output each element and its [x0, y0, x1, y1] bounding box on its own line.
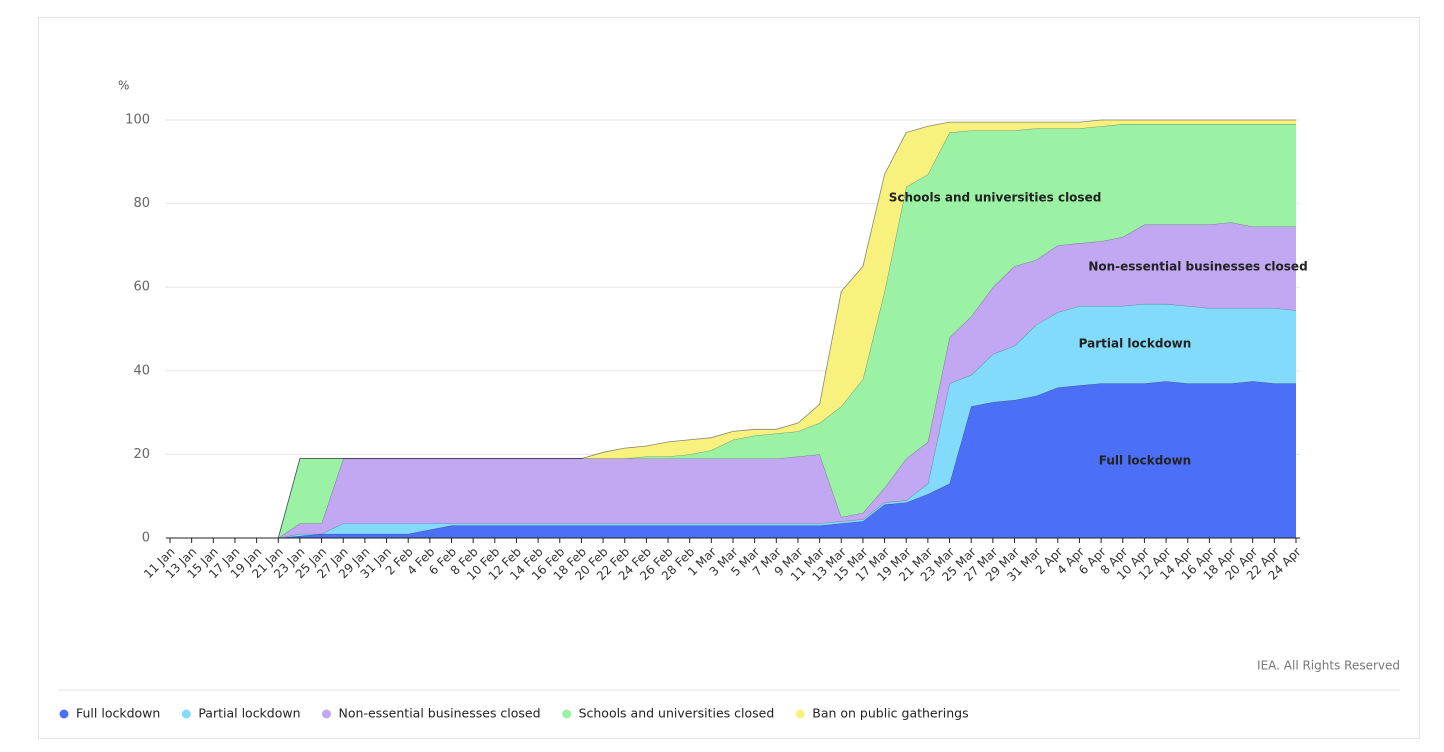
chart-frame: [38, 17, 1420, 739]
annotation: Partial lockdown: [1079, 337, 1192, 351]
y-tick-label: 60: [133, 280, 150, 295]
legend-marker[interactable]: [181, 709, 191, 719]
area: [170, 222, 1296, 538]
y-tick-label: 80: [133, 196, 150, 211]
area: [170, 303, 1296, 538]
legend-marker[interactable]: [59, 709, 69, 719]
source: IEA. All Rights Reserved: [1257, 659, 1400, 673]
annotation: Non-essential businesses closed: [1088, 260, 1307, 274]
annotation: Full lockdown: [1099, 454, 1191, 468]
y-tick-label: 20: [133, 447, 150, 462]
legend-label[interactable]: Partial lockdown: [198, 706, 300, 721]
annotation: Schools and universities closed: [889, 191, 1102, 205]
legend-label[interactable]: Ban on public gatherings: [812, 706, 968, 721]
y-axis-label: %: [118, 79, 129, 93]
legend-label[interactable]: Schools and universities closed: [579, 706, 775, 721]
legend-label[interactable]: Non-essential businesses closed: [339, 706, 541, 721]
legend-marker[interactable]: [795, 709, 805, 719]
y-tick-label: 0: [142, 531, 150, 546]
legend-marker[interactable]: [322, 709, 332, 719]
area: [170, 381, 1296, 538]
area: [170, 124, 1296, 539]
y-tick-label: 40: [133, 363, 150, 378]
legend-marker[interactable]: [562, 709, 572, 719]
legend-label[interactable]: Full lockdown: [76, 706, 160, 721]
area-edge: [170, 119, 1296, 539]
y-tick-label: 100: [125, 113, 150, 128]
